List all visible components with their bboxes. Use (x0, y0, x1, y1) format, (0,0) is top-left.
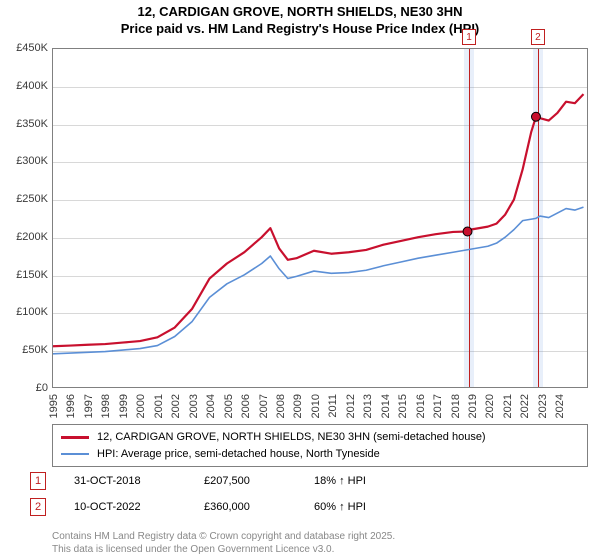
legend-row: HPI: Average price, semi-detached house,… (61, 446, 579, 463)
y-tick-label: £350K (16, 118, 48, 130)
x-tick-label: 2006 (240, 394, 252, 418)
x-tick-label: 2007 (258, 394, 270, 418)
y-tick-label: £100K (16, 306, 48, 318)
legend: 12, CARDIGAN GROVE, NORTH SHIELDS, NE30 … (52, 424, 588, 467)
x-tick-label: 1995 (48, 394, 60, 418)
x-tick-label: 2010 (310, 394, 322, 418)
transaction-row: 1 31-OCT-2018 £207,500 18% ↑ HPI (30, 472, 434, 490)
x-tick-label: 2008 (275, 394, 287, 418)
title-line-1: 12, CARDIGAN GROVE, NORTH SHIELDS, NE30 … (0, 4, 600, 21)
x-tick-label: 2012 (345, 394, 357, 418)
x-tick-label: 2014 (380, 394, 392, 418)
transaction-price: £207,500 (204, 475, 314, 487)
x-tick-label: 2016 (415, 394, 427, 418)
y-tick-label: £200K (16, 231, 48, 243)
title-line-2: Price paid vs. HM Land Registry's House … (0, 21, 600, 38)
plot-svg (53, 49, 587, 388)
x-tick-label: 2015 (397, 394, 409, 418)
series-price_paid (53, 94, 583, 346)
x-tick-label: 2013 (362, 394, 374, 418)
y-tick-label: £450K (16, 42, 48, 54)
x-tick-label: 1998 (100, 394, 112, 418)
x-tick-label: 2018 (450, 394, 462, 418)
sale-dot (531, 112, 540, 121)
y-tick-label: £0 (36, 382, 48, 394)
x-tick-label: 2003 (188, 394, 200, 418)
transaction-date: 31-OCT-2018 (74, 475, 204, 487)
legend-label: 12, CARDIGAN GROVE, NORTH SHIELDS, NE30 … (97, 429, 486, 446)
x-tick-label: 2017 (432, 394, 444, 418)
y-tick-label: £400K (16, 80, 48, 92)
x-tick-label: 2022 (519, 394, 531, 418)
y-tick-label: £250K (16, 193, 48, 205)
legend-label: HPI: Average price, semi-detached house,… (97, 446, 380, 463)
transaction-date: 10-OCT-2022 (74, 501, 204, 513)
attribution-line-1: Contains HM Land Registry data © Crown c… (52, 530, 395, 543)
x-tick-label: 2009 (292, 394, 304, 418)
x-tick-label: 2019 (467, 394, 479, 418)
attribution: Contains HM Land Registry data © Crown c… (52, 530, 395, 556)
x-tick-label: 2011 (327, 394, 339, 418)
transaction-hpi-diff: 60% ↑ HPI (314, 501, 434, 513)
legend-row: 12, CARDIGAN GROVE, NORTH SHIELDS, NE30 … (61, 429, 579, 446)
sale-marker-box: 1 (462, 29, 476, 45)
x-tick-label: 2000 (135, 394, 147, 418)
x-tick-label: 2005 (223, 394, 235, 418)
attribution-line-2: This data is licensed under the Open Gov… (52, 543, 395, 556)
legend-swatch (61, 436, 89, 439)
x-tick-label: 2021 (502, 394, 514, 418)
line-chart: 12 (52, 48, 588, 388)
x-tick-label: 2004 (205, 394, 217, 418)
x-tick-label: 1997 (83, 394, 95, 418)
sale-dot (463, 227, 472, 236)
x-tick-label: 2002 (170, 394, 182, 418)
series-hpi (53, 207, 583, 354)
x-tick-label: 1999 (118, 394, 130, 418)
x-tick-label: 2024 (554, 394, 566, 418)
transaction-hpi-diff: 18% ↑ HPI (314, 475, 434, 487)
x-tick-label: 1996 (65, 394, 77, 418)
y-tick-label: £50K (22, 344, 48, 356)
x-tick-label: 2023 (537, 394, 549, 418)
chart-title: 12, CARDIGAN GROVE, NORTH SHIELDS, NE30 … (0, 0, 600, 38)
transaction-marker: 2 (30, 498, 46, 516)
transaction-marker: 1 (30, 472, 46, 490)
x-tick-label: 2020 (484, 394, 496, 418)
y-tick-label: £150K (16, 269, 48, 281)
y-tick-label: £300K (16, 155, 48, 167)
x-tick-label: 2001 (153, 394, 165, 418)
transaction-price: £360,000 (204, 501, 314, 513)
transaction-row: 2 10-OCT-2022 £360,000 60% ↑ HPI (30, 498, 434, 516)
legend-swatch (61, 453, 89, 455)
sale-marker-box: 2 (531, 29, 545, 45)
